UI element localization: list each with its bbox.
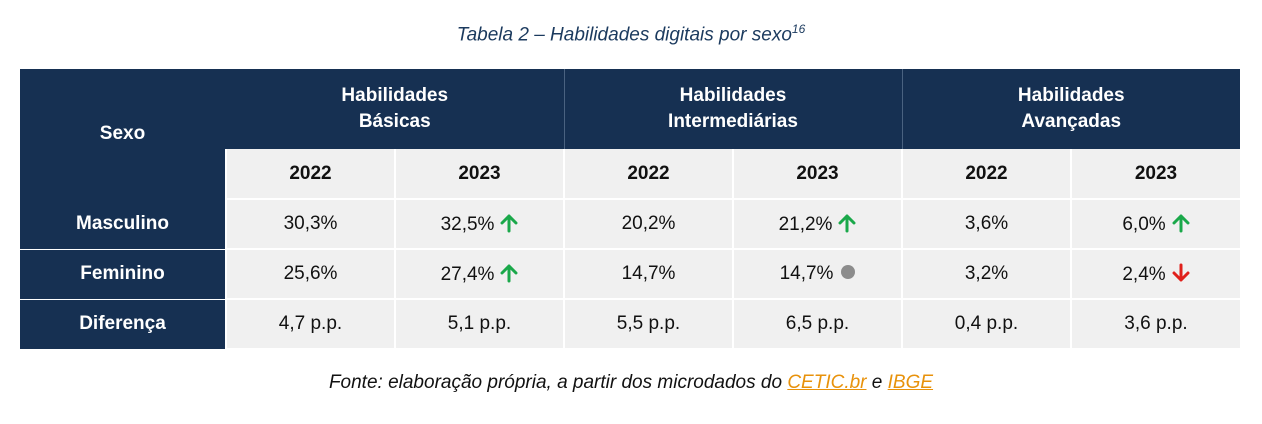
cell-value: 27,4% [440,263,495,285]
table-cell: 25,6% [225,249,395,300]
table-cell: 14,7% [563,249,733,300]
group-line1: Habilidades [1017,85,1125,106]
year-header: 2022 [901,149,1071,200]
table-cell: 32,5% [394,199,564,250]
arrow-up-icon [500,264,518,282]
year-header-row: 2022 2023 2022 2023 2022 2023 [20,149,1240,200]
cell-value: 32,5% [440,213,495,235]
cell-value: 3,6 p.p. [1124,313,1188,334]
table-caption: Tabela 2 – Habilidades digitais por sexo… [0,22,1262,46]
group-header-basic: Habilidades Básicas [226,69,564,149]
cell-value: 20,2% [621,213,676,234]
arrow-up-icon [838,214,856,232]
corner-header: Sexo [20,69,226,199]
cell-value: 2,4% [1122,263,1166,285]
group-line2: Intermediárias [668,111,798,132]
cell-value: 25,6% [283,263,338,284]
cell-value: 5,1 p.p. [447,313,512,334]
cell-value: 0,4 p.p. [954,313,1019,334]
source-note: Fonte: elaboração própria, a partir dos … [0,372,1262,394]
cell-value: 5,5 p.p. [616,313,681,334]
year-header: 2022 [563,149,733,200]
group-line2: Básicas [358,111,431,132]
cell-value: 30,3% [283,213,338,234]
group-line2: Avançadas [1021,111,1122,132]
year-header: 2022 [225,149,395,200]
group-header-intermediate: Habilidades Intermediárias [563,69,902,149]
table-cell: 4,7 p.p. [225,299,395,350]
group-line1: Habilidades [679,85,787,106]
cell-value: 14,7% [779,263,834,284]
neutral-dot-icon [841,265,856,279]
group-header-advanced: Habilidades Avançadas [901,69,1240,149]
table-cell: 30,3% [225,199,395,250]
source-connector: e [871,372,883,393]
table-cell: 3,6 p.p. [1070,299,1240,350]
table-cell: 27,4% [394,249,564,300]
table-cell: 3,6% [901,199,1071,250]
table-row: Feminino 25,6% 27,4% 14,7% 14,7% 3,2% 2,4% [20,248,1240,300]
cell-value: 21,2% [778,213,833,235]
cetic-link[interactable]: CETIC.br [787,372,867,393]
cell-value: 3,2% [964,263,1009,284]
year-header: 2023 [1070,149,1240,200]
cell-value: 4,7 p.p. [278,313,343,334]
table-cell: 6,0% [1070,199,1240,250]
table-cell: 5,1 p.p. [394,299,564,350]
corner-label: Sexo [99,123,146,144]
source-prefix: Fonte: elaboração própria, a partir dos … [328,372,783,393]
table-cell: 0,4 p.p. [901,299,1071,350]
group-line1: Habilidades [341,85,449,106]
ibge-link[interactable]: IBGE [887,372,934,393]
cell-value: 14,7% [621,263,676,284]
arrow-down-icon [1172,263,1190,281]
cell-value: 3,6% [964,213,1009,234]
table-cell: 20,2% [563,199,733,250]
table-row: Diferença 4,7 p.p. 5,1 p.p. 5,5 p.p. 6,5 p.p… [20,299,1240,350]
row-label: Masculino [20,199,226,249]
cell-value: 6,0% [1122,213,1166,235]
row-label: Diferença [20,299,226,349]
table-row: Masculino 30,3% 32,5% 20,2% 21,2% 3,6% 6,0% [20,199,1240,250]
cell-value: 6,5 p.p. [785,313,850,334]
year-header: 2023 [732,149,902,200]
table-cell: 3,2% [901,249,1071,300]
arrow-up-icon [1172,214,1190,232]
skills-table: Sexo Habilidades Básicas Habilidades Int… [20,69,1240,350]
table-cell: 2,4% [1070,249,1240,300]
caption-footnote: 16 [791,22,806,36]
caption-title: Tabela 2 – Habilidades digitais por sexo [456,24,792,46]
table-cell: 5,5 p.p. [563,299,733,350]
arrow-up-icon [500,214,518,232]
table-cell: 21,2% [732,199,902,250]
row-label: Feminino [20,248,226,300]
table-cell: 14,7% [732,249,902,300]
table-cell: 6,5 p.p. [732,299,902,350]
year-header: 2023 [394,149,564,200]
